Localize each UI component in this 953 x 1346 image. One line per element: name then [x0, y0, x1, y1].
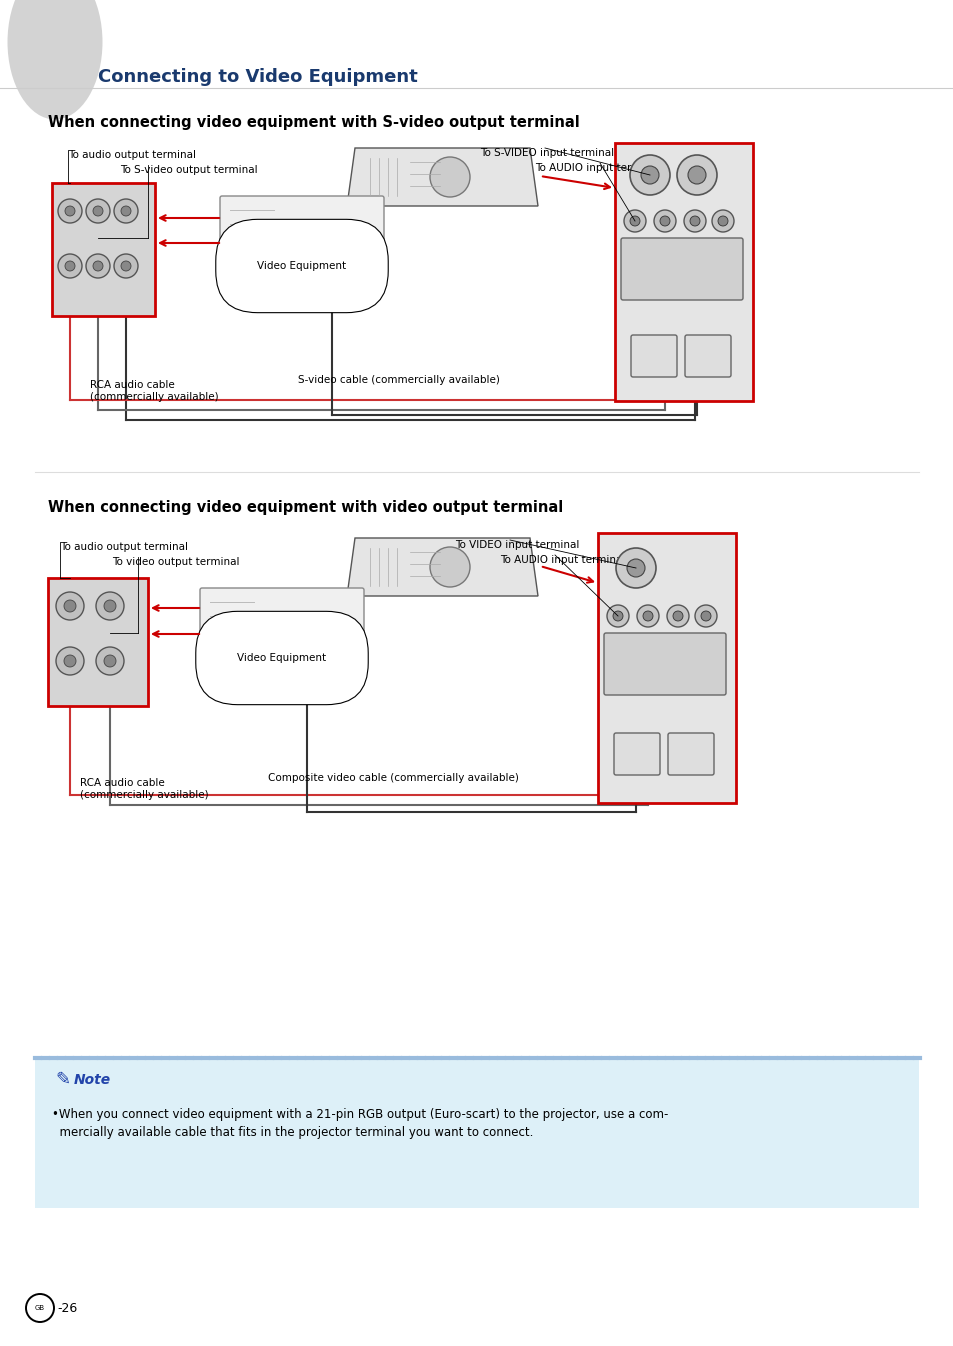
Circle shape — [629, 215, 639, 226]
Circle shape — [56, 647, 84, 674]
Circle shape — [623, 210, 645, 232]
Text: Note: Note — [74, 1073, 111, 1088]
FancyBboxPatch shape — [667, 734, 713, 775]
Polygon shape — [347, 538, 537, 596]
Circle shape — [640, 166, 659, 184]
Circle shape — [718, 215, 727, 226]
Text: To VIDEO input terminal: To VIDEO input terminal — [455, 540, 578, 551]
Circle shape — [616, 548, 656, 588]
Text: Video Equipment: Video Equipment — [257, 261, 346, 271]
Circle shape — [700, 611, 710, 621]
Text: mercially available cable that fits in the projector terminal you want to connec: mercially available cable that fits in t… — [52, 1127, 533, 1139]
Text: To AUDIO input terminal: To AUDIO input terminal — [499, 555, 625, 565]
Circle shape — [96, 592, 124, 621]
Circle shape — [86, 254, 110, 279]
Text: To S-video output terminal: To S-video output terminal — [120, 166, 257, 175]
Circle shape — [606, 604, 628, 627]
FancyBboxPatch shape — [52, 183, 154, 316]
Text: RCA audio cable
(commercially available): RCA audio cable (commercially available) — [90, 380, 218, 401]
FancyBboxPatch shape — [598, 533, 735, 804]
FancyBboxPatch shape — [614, 734, 659, 775]
Circle shape — [56, 592, 84, 621]
Circle shape — [629, 155, 669, 195]
Circle shape — [104, 600, 116, 612]
Text: To video output terminal: To video output terminal — [112, 557, 239, 567]
Text: S-video cable (commercially available): S-video cable (commercially available) — [297, 376, 499, 385]
Circle shape — [92, 261, 103, 271]
Text: GB: GB — [35, 1306, 45, 1311]
Circle shape — [65, 206, 75, 215]
Circle shape — [96, 647, 124, 674]
Circle shape — [711, 210, 733, 232]
FancyBboxPatch shape — [220, 197, 384, 265]
FancyBboxPatch shape — [684, 335, 730, 377]
Circle shape — [86, 199, 110, 223]
Circle shape — [637, 604, 659, 627]
Circle shape — [659, 215, 669, 226]
Circle shape — [121, 206, 131, 215]
Circle shape — [642, 611, 652, 621]
Circle shape — [654, 210, 676, 232]
Circle shape — [695, 604, 717, 627]
Circle shape — [613, 611, 622, 621]
Text: To audio output terminal: To audio output terminal — [60, 542, 188, 552]
Circle shape — [689, 215, 700, 226]
Text: -26: -26 — [57, 1302, 77, 1315]
Circle shape — [65, 261, 75, 271]
Circle shape — [104, 656, 116, 668]
FancyBboxPatch shape — [48, 577, 148, 707]
Text: To AUDIO input terminal: To AUDIO input terminal — [535, 163, 659, 174]
Circle shape — [58, 254, 82, 279]
Circle shape — [672, 611, 682, 621]
Text: Composite video cable (commercially available): Composite video cable (commercially avai… — [268, 773, 518, 783]
Text: When connecting video equipment with S-video output terminal: When connecting video equipment with S-v… — [48, 114, 579, 131]
Ellipse shape — [8, 0, 102, 120]
FancyBboxPatch shape — [630, 335, 677, 377]
FancyBboxPatch shape — [615, 143, 752, 401]
Circle shape — [677, 155, 717, 195]
Circle shape — [430, 546, 470, 587]
Text: To audio output terminal: To audio output terminal — [68, 149, 195, 160]
Circle shape — [121, 261, 131, 271]
Text: To S-VIDEO input terminal: To S-VIDEO input terminal — [479, 148, 614, 157]
FancyBboxPatch shape — [35, 1058, 918, 1207]
FancyBboxPatch shape — [200, 588, 364, 657]
Circle shape — [92, 206, 103, 215]
Polygon shape — [347, 148, 537, 206]
Text: ✎: ✎ — [55, 1071, 71, 1089]
FancyBboxPatch shape — [283, 222, 363, 252]
Text: When connecting video equipment with video output terminal: When connecting video equipment with vid… — [48, 499, 562, 516]
Circle shape — [430, 157, 470, 197]
Circle shape — [113, 254, 138, 279]
Circle shape — [113, 199, 138, 223]
FancyBboxPatch shape — [620, 238, 742, 300]
Circle shape — [626, 559, 644, 577]
Circle shape — [58, 199, 82, 223]
Circle shape — [64, 600, 76, 612]
FancyBboxPatch shape — [263, 614, 343, 643]
Circle shape — [64, 656, 76, 668]
Circle shape — [666, 604, 688, 627]
Circle shape — [687, 166, 705, 184]
Text: Connecting to Video Equipment: Connecting to Video Equipment — [98, 69, 417, 86]
Circle shape — [683, 210, 705, 232]
Text: RCA audio cable
(commercially available): RCA audio cable (commercially available) — [80, 778, 209, 800]
Text: Video Equipment: Video Equipment — [237, 653, 326, 664]
FancyBboxPatch shape — [603, 633, 725, 695]
Text: •When you connect video equipment with a 21-pin RGB output (Euro-scart) to the p: •When you connect video equipment with a… — [52, 1108, 668, 1121]
